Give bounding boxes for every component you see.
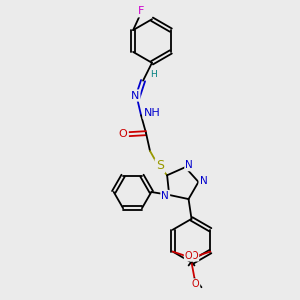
Text: N: N [161, 191, 169, 201]
Text: O: O [190, 250, 198, 260]
Text: N: N [185, 160, 193, 170]
Text: F: F [138, 6, 144, 16]
Text: N: N [131, 91, 139, 100]
Text: O: O [119, 129, 128, 139]
Text: O: O [192, 279, 199, 289]
Text: N: N [200, 176, 207, 186]
Text: S: S [156, 159, 164, 172]
Text: O: O [185, 250, 192, 260]
Text: H: H [151, 70, 157, 79]
Text: NH: NH [144, 108, 160, 118]
